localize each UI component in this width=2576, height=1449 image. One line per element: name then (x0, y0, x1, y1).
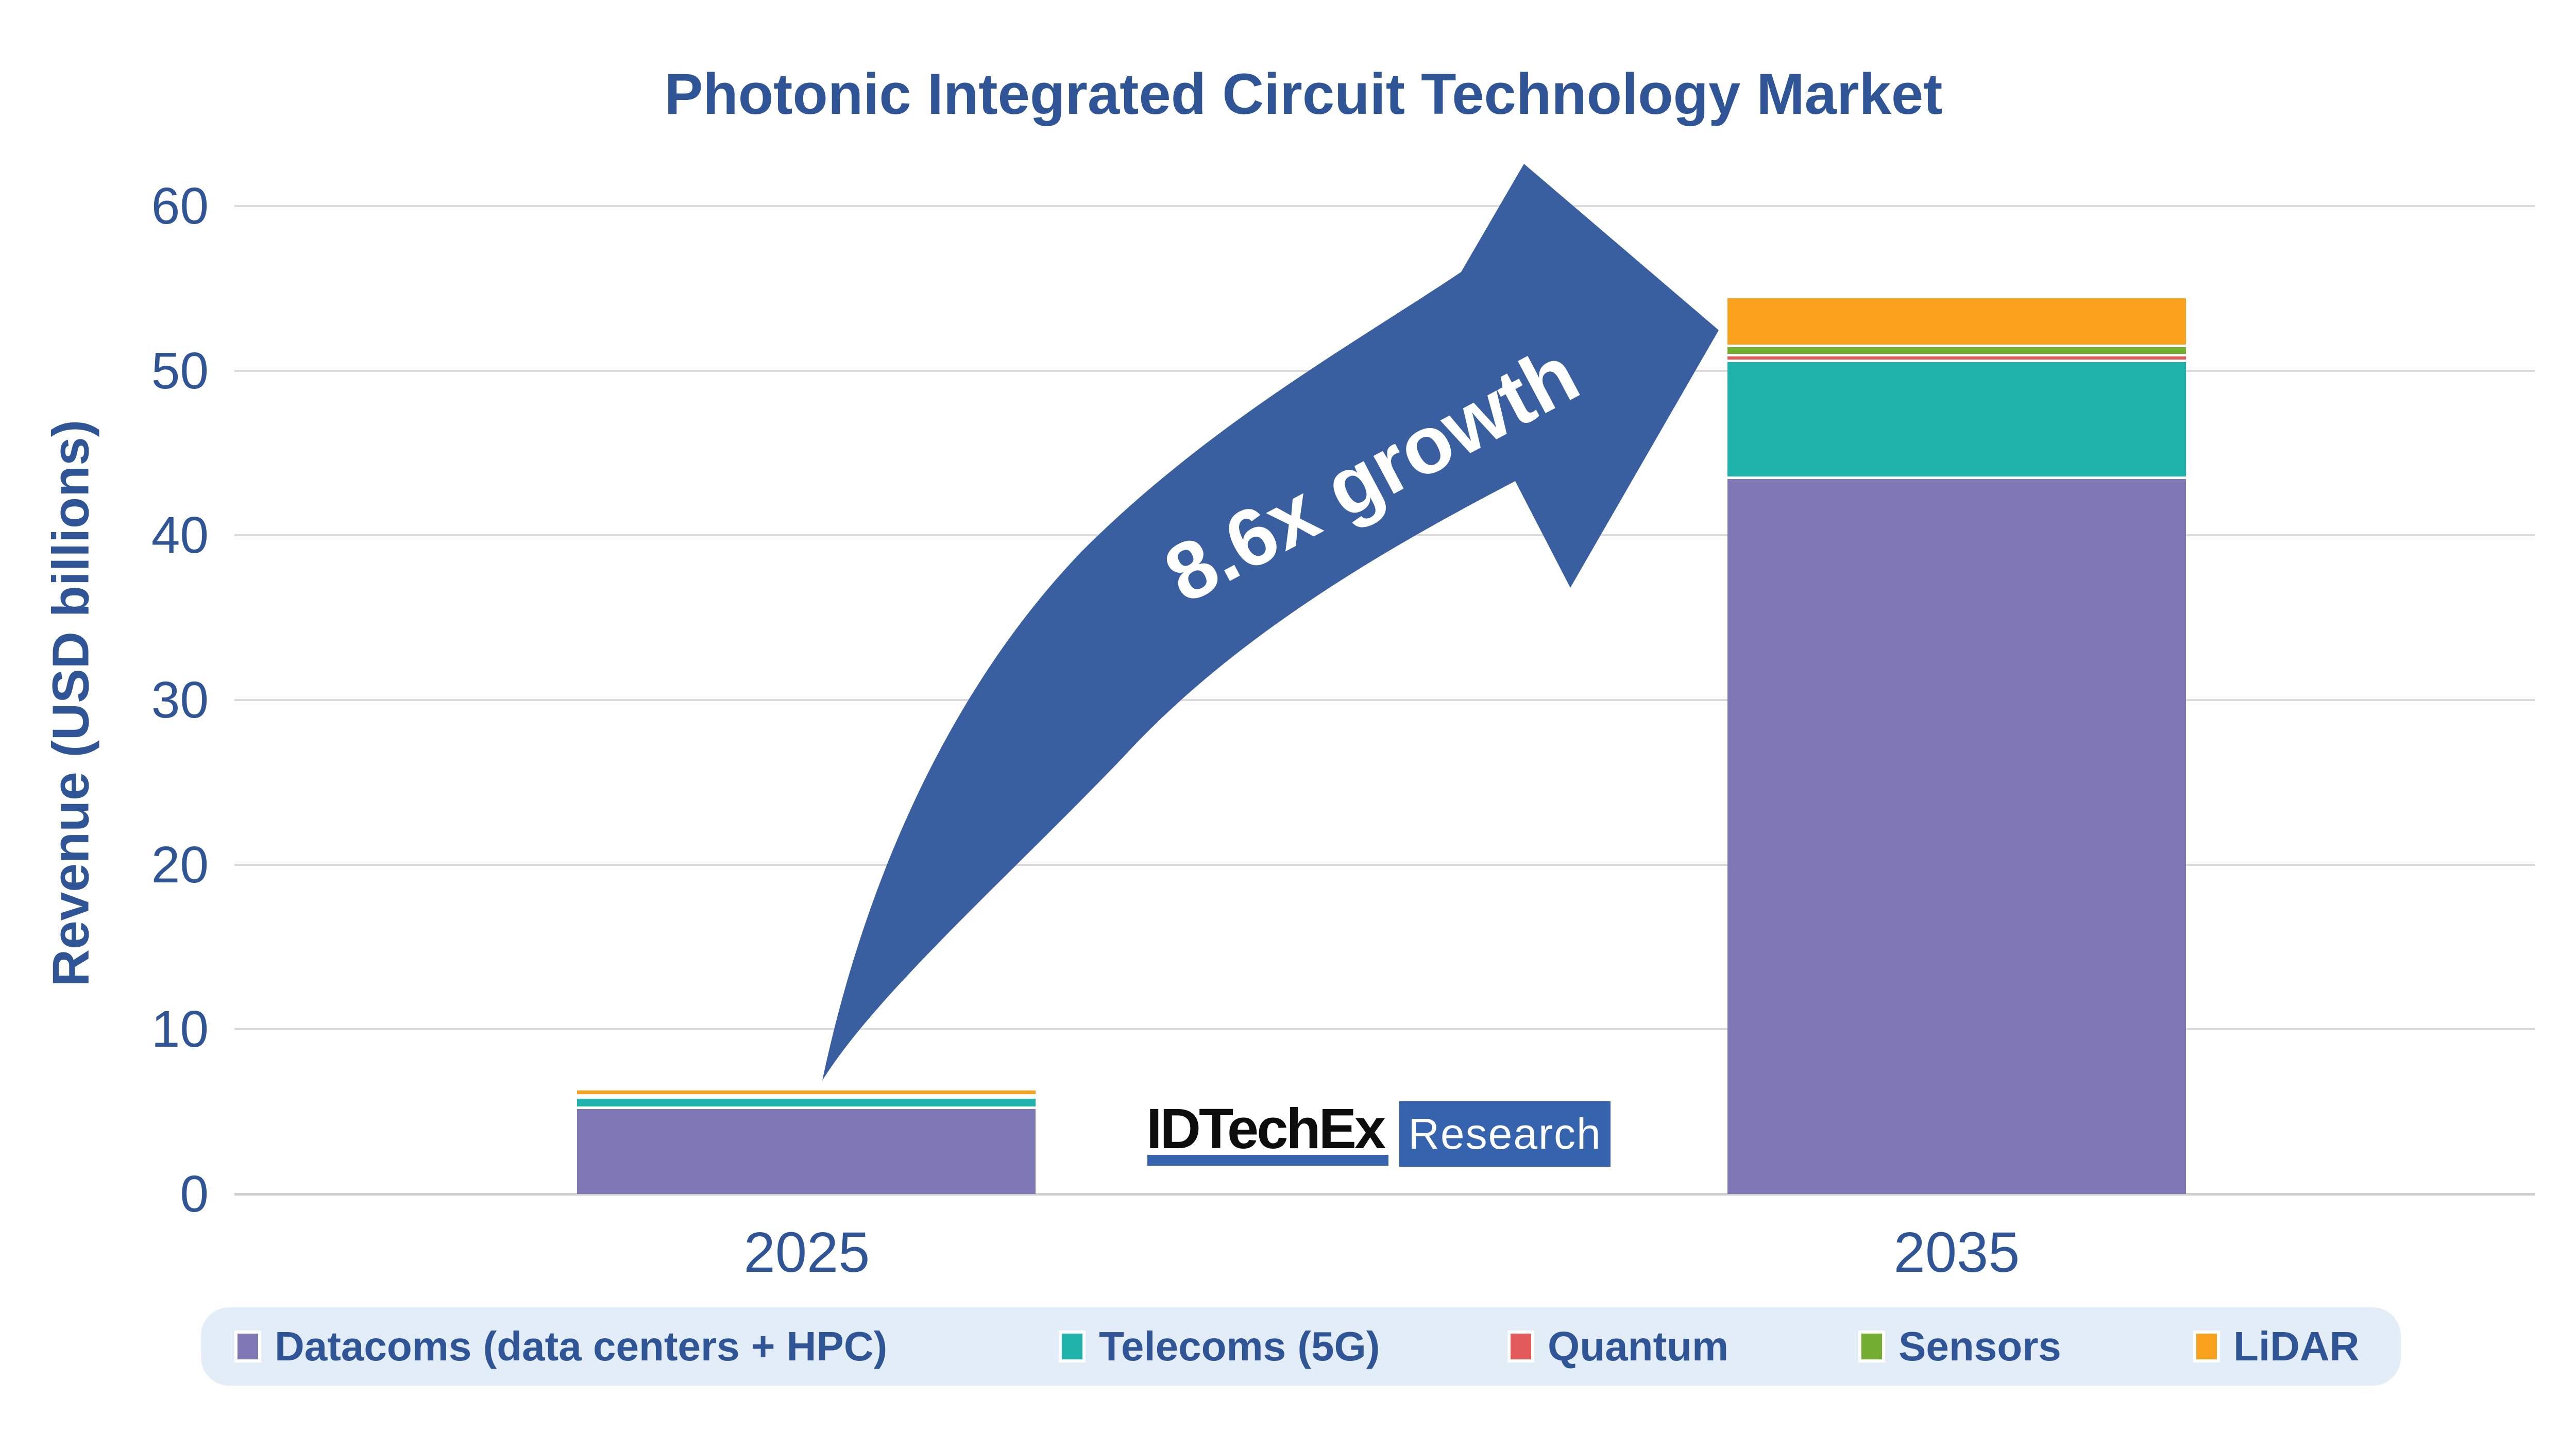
legend-label-datacoms-data-centers-hpc: Datacoms (data centers + HPC) (275, 1323, 888, 1369)
x-axis-label-2025: 2025 (743, 1221, 870, 1284)
legend-label-quantum: Quantum (1548, 1323, 1729, 1369)
y-tick-label-0: 0 (180, 1165, 209, 1223)
research-badge-label: Research (1408, 1110, 1602, 1158)
segment-separator (1727, 476, 2186, 479)
segment-separator (1727, 360, 2186, 362)
idtechex-logo-underline (1147, 1155, 1388, 1166)
bar-2035-segment-quantum (1727, 355, 2186, 361)
bar-2035-segment-lidar (1727, 298, 2186, 346)
bar-2025 (577, 206, 1036, 1194)
x-axis-line (234, 1193, 2535, 1196)
y-tick-label-50: 50 (151, 342, 209, 400)
legend-item-datacoms-data-centers-hpc: Datacoms (data centers + HPC) (234, 1307, 887, 1386)
legend-swatch-datacoms-data-centers-hpc (234, 1331, 261, 1362)
bar-2035-segment-sensors (1727, 346, 2186, 355)
plot-area (234, 205, 2535, 1196)
segment-separator (1727, 353, 2186, 356)
segment-separator (577, 1095, 1036, 1098)
bar-2035 (1727, 206, 2186, 1194)
page-title: Photonic Integrated Circuit Technology M… (664, 62, 1943, 126)
segment-separator (577, 1094, 1036, 1097)
bar-2025-segment-lidar (577, 1090, 1036, 1096)
bar-2035-segment-datacoms-data-centers-hpc (1727, 478, 2186, 1194)
idtechex-research-badge: Research (1399, 1101, 1611, 1167)
y-tick-label-60: 60 (151, 177, 209, 235)
segment-separator (1727, 345, 2186, 348)
bar-2025-segment-datacoms-data-centers-hpc (577, 1107, 1036, 1194)
legend-item-telecoms-5g: Telecoms (5G) (1059, 1307, 1380, 1386)
legend-label-sensors: Sensors (1899, 1323, 2061, 1369)
legend-swatch-lidar (2193, 1331, 2220, 1362)
legend-swatch-quantum (1507, 1331, 1534, 1362)
chart-legend: Datacoms (data centers + HPC) Telecoms (5… (201, 1307, 2401, 1386)
bar-2035-segment-telecoms-5g (1727, 361, 2186, 478)
legend-swatch-sensors (1858, 1331, 1885, 1362)
legend-label-lidar: LiDAR (2233, 1323, 2360, 1369)
legend-item-sensors: Sensors (1858, 1307, 2061, 1386)
y-tick-label-10: 10 (151, 1000, 209, 1059)
x-axis-label-2035: 2035 (1893, 1221, 2020, 1284)
y-tick-label-30: 30 (151, 671, 209, 729)
legend-item-quantum: Quantum (1507, 1307, 1728, 1386)
y-tick-label-20: 20 (151, 836, 209, 894)
legend-label-telecoms-5g: Telecoms (5G) (1099, 1323, 1380, 1369)
idtechex-logo-text: IDTechEx (1146, 1097, 1386, 1161)
legend-swatch-telecoms-5g (1059, 1331, 1086, 1362)
y-tick-label-40: 40 (151, 506, 209, 565)
bar-2025-segment-telecoms-5g (577, 1097, 1036, 1108)
legend-item-lidar: LiDAR (2193, 1307, 2359, 1386)
segment-separator (577, 1106, 1036, 1109)
